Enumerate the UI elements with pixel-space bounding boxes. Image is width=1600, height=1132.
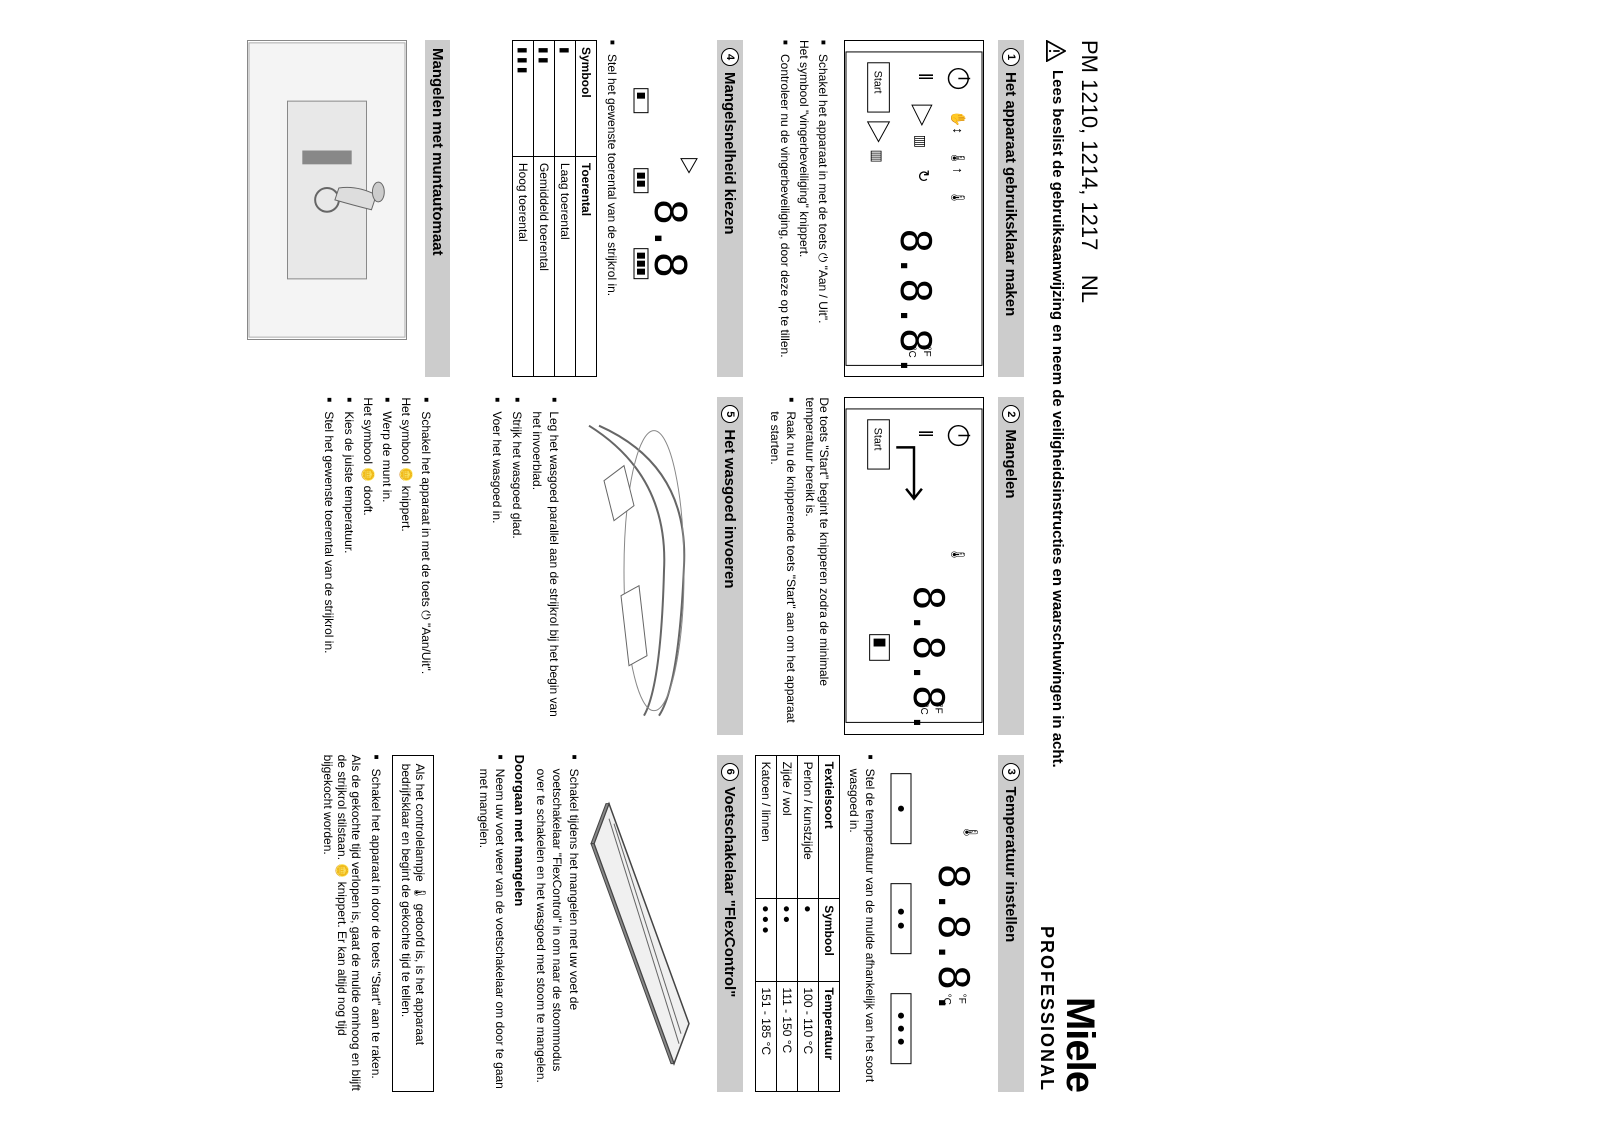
coin-b2: Werp de munt in.: [379, 397, 395, 734]
step-4-title: Mangelsnelheid kiezen: [721, 72, 738, 235]
coin-note1: Het symbool 🪙 knippert.: [400, 397, 414, 734]
coin-box: Als het controlelampje 🌡 gedoofd is, is …: [392, 755, 434, 1092]
warning-icon: [1046, 40, 1066, 62]
step5-bullet-3: Voer het wasgoed in.: [489, 397, 505, 734]
svg-text:▥: ▥: [913, 135, 928, 148]
step-1-badge: 1: [1002, 48, 1020, 66]
control-panel-start: 🌡 8.8.8. °F °C ‖ Start: [844, 397, 984, 734]
step-4-badge: 4: [721, 48, 739, 66]
model-number: PM 1210, 1214, 1217: [1077, 40, 1102, 250]
foot-switch-illustration: [589, 755, 709, 1092]
step6-bullet-1: Schakel tijdens het mangelen met uw voet…: [533, 755, 582, 1092]
svg-text:↻: ↻: [914, 169, 931, 182]
step2-bullet-1: Raak nu de knipperende toets "Start" aan…: [767, 397, 799, 734]
svg-text:°C: °C: [906, 347, 917, 358]
svg-text:▥: ▥: [870, 150, 885, 163]
coin-b5: Schakel het apparaat in door de toets "S…: [368, 755, 384, 1092]
step1-note: Het symbool "vingerbeveiliging" knippert…: [797, 40, 811, 377]
step-2-badge: 2: [1002, 405, 1020, 423]
step-3-badge: 3: [1002, 763, 1020, 781]
svg-text:🌡: 🌡: [950, 546, 965, 564]
step5-bullet-2: Strijk het wasgoed glad.: [509, 397, 525, 734]
control-panel-full: ✋↕ 🌡↑ 🌡 8.8.8. °F °C ‖ ▥ ↻ Start ▥: [844, 40, 984, 377]
step-5-title: Het wasgoed invoeren: [721, 429, 738, 588]
speed-table: SymboolToerental ▮Laag toerental ▮ ▮Gemi…: [512, 40, 597, 377]
coin-b3: Kies de juiste temperatuur.: [341, 397, 357, 734]
step-6-badge: 6: [721, 763, 739, 781]
svg-text:8.8.8.: 8.8.8.: [929, 863, 978, 1015]
svg-text:°C: °C: [941, 993, 952, 1004]
warning-text: Lees beslist de gebruiksaanwijzing en ne…: [1049, 70, 1066, 768]
svg-text:✋↕: ✋↕: [950, 110, 966, 134]
step5-bullet-1: Leg het wasgoed parallel aan de strijkro…: [529, 397, 561, 734]
step6-subhead: Doorgaan met mangelen: [512, 755, 527, 1092]
coin-b1: Schakel het apparaat in met de toets ⏻ "…: [418, 397, 434, 734]
step1-bullet-2: Controleer nu de vingerbeveiliging, door…: [777, 40, 793, 377]
temp-display: 🌡 8.8.8. °F °C: [924, 755, 984, 1092]
svg-text:°C: °C: [918, 704, 929, 715]
svg-text:°F: °F: [933, 704, 944, 714]
speed-display: 8.8: [633, 40, 703, 377]
step-1-title: Het apparaat gebruiksklaar maken: [1003, 72, 1020, 316]
svg-text:°F: °F: [956, 993, 967, 1003]
svg-text:🌡: 🌡: [963, 823, 979, 841]
coin-note2: Het symbool 🪙 dooft.: [361, 397, 375, 734]
svg-text:‖: ‖: [914, 430, 936, 438]
step-6-title: Voetschakelaar "FlexControl": [721, 787, 738, 998]
step3-bullet-1: Stel de temperatuur van de mulde afhanke…: [846, 755, 878, 1092]
brand-logo: Miele: [1057, 926, 1102, 1092]
brand-sub: PROFESSIONAL: [1036, 926, 1057, 1092]
coin-slot-illustration: [247, 40, 407, 340]
svg-text:8.8: 8.8: [644, 199, 695, 278]
svg-text:🌡: 🌡: [950, 189, 965, 207]
coin-note3: Als de gekochte tijd verlopen is, gaat d…: [322, 755, 364, 1092]
roller-illustration: [569, 397, 709, 734]
coin-b4: Stel het gewenste toerental van de strij…: [321, 397, 337, 734]
temperature-table: TextielsoortSymboolTemperatuur Perlon / …: [755, 755, 840, 1092]
step-3-title: Temperatuur instellen: [1003, 787, 1020, 943]
step2-note: De toets "Start" begint te knipperen zod…: [803, 397, 831, 734]
step-2-title: Mangelen: [1003, 429, 1020, 498]
step-5-badge: 5: [721, 405, 739, 423]
coin-title: Mangelen met muntautomaat: [429, 48, 446, 256]
svg-text:‖: ‖: [914, 73, 936, 81]
svg-text:Start: Start: [872, 71, 884, 94]
svg-text:°F: °F: [921, 347, 932, 357]
svg-text:🌡↑: 🌡↑: [950, 150, 965, 174]
svg-text:Start: Start: [872, 428, 884, 451]
temp-dots-row: [885, 755, 915, 1092]
lang-code: NL: [1077, 275, 1102, 303]
step6-bullet-2: Neem uw voet weer van de voetschakelaar …: [476, 755, 508, 1092]
step1-bullet-1: Schakel het apparaat in met de toets ⏻ "…: [815, 40, 831, 377]
step4-bullet-1: Stel het gewenste toerental van de strij…: [603, 40, 619, 377]
